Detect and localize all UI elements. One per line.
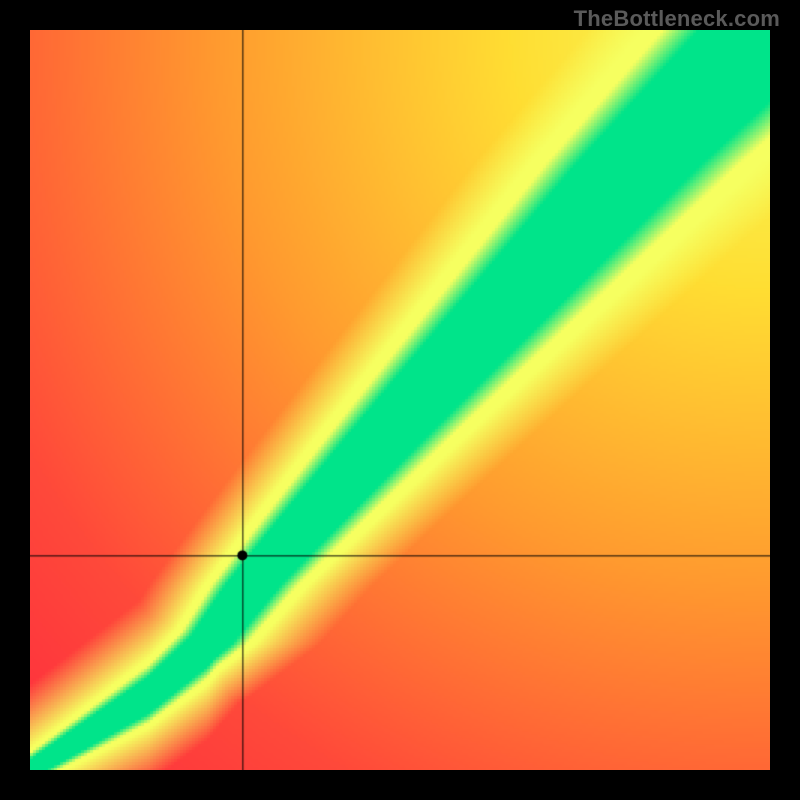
heatmap-canvas	[30, 30, 770, 770]
watermark-text: TheBottleneck.com	[574, 6, 780, 32]
bottleneck-heatmap	[30, 30, 770, 770]
